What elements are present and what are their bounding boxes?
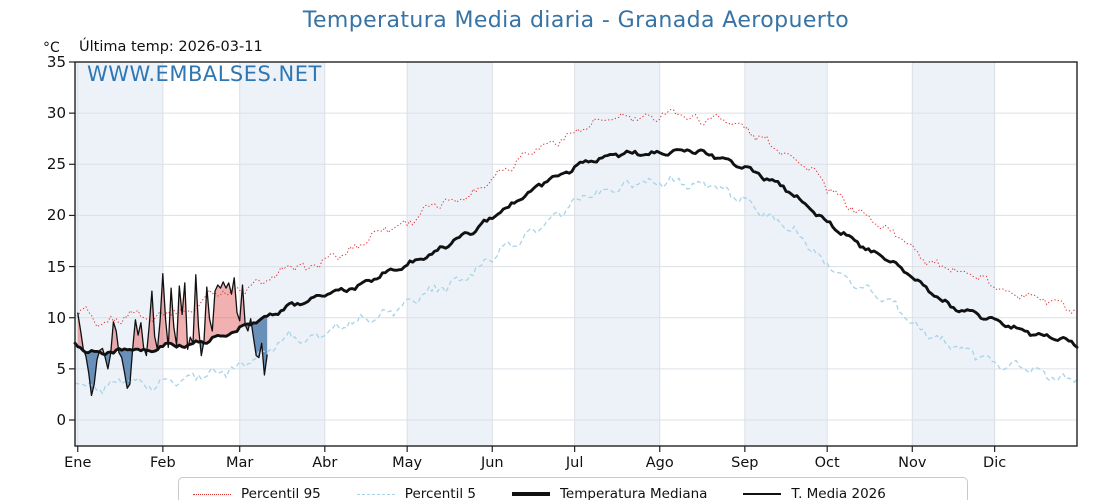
x-tick-label-may: May (392, 455, 423, 471)
month-shade-band (744, 62, 828, 446)
watermark-embalses-net: WWW.EMBALSES.NET (87, 62, 322, 86)
p95-line-sample-icon (193, 493, 231, 495)
t-media-2026-line-sample-icon (743, 493, 782, 495)
x-tick-label-oct: Oct (814, 455, 840, 471)
fill-above-median (168, 282, 188, 348)
x-tick-label-feb: Feb (150, 455, 176, 471)
legend-item-percentil-95: Percentil 95 (193, 486, 321, 500)
fill-above-median (146, 273, 168, 352)
fill-below-median (84, 350, 100, 396)
month-shade-band (912, 62, 995, 446)
x-tick-label-abr: Abr (312, 455, 338, 471)
fill-above-median (77, 312, 85, 352)
page-title: Temperatura Media diaria - Granada Aerop… (302, 8, 850, 33)
legend-label-t-media-2026: T. Media 2026 (791, 486, 886, 500)
y-axis-unit-label: °C (43, 40, 60, 56)
series-line-t-media-2026 (77, 273, 268, 397)
chart-legend: Percentil 95 Percentil 5 Temperatura Med… (178, 477, 968, 500)
legend-item-t-media-2026: T. Media 2026 (743, 486, 886, 500)
fill-below-median (104, 351, 111, 369)
y-tick-label: 20 (46, 206, 66, 225)
x-tick-label-ago: Ago (645, 455, 674, 471)
y-tick-label: 30 (46, 104, 66, 123)
series-line-percentil-5 (74, 175, 1078, 395)
legend-item-percentil-5: Percentil 5 (356, 486, 476, 500)
legend-item-temperatura-mediana: Temperatura Mediana (511, 486, 708, 500)
fill-above-median (110, 321, 119, 354)
x-tick-label-nov: Nov (898, 455, 927, 471)
legend-label-percentil-5: Percentil 5 (404, 486, 476, 500)
y-tick-label: 5 (56, 359, 66, 378)
month-shade-band (574, 62, 660, 446)
legend-label-percentil-95: Percentil 95 (241, 486, 321, 500)
p5-line-sample-icon (356, 493, 395, 495)
x-tick-label-jun: Jun (480, 455, 504, 471)
plot-frame (74, 61, 1078, 447)
median-line-sample-icon (511, 492, 550, 496)
fill-above-median (188, 274, 200, 345)
x-tick-label-sep: Sep (731, 455, 759, 471)
legend-label-temperatura-mediana: Temperatura Mediana (559, 486, 708, 500)
last-temp-annotation: Última temp: 2026-03-11 (79, 39, 263, 55)
y-tick-label: 10 (46, 308, 66, 327)
series-line-percentil-95 (74, 109, 1078, 328)
month-shade-band (75, 62, 163, 446)
x-tick-label-dic: Dic (983, 455, 1007, 471)
y-tick-label: 35 (46, 53, 66, 71)
month-shade-band (239, 62, 325, 446)
x-tick-label-jul: Jul (565, 455, 584, 471)
series-line-temperatura-mediana (73, 148, 1079, 357)
fill-above-median (203, 277, 246, 344)
y-tick-label: 0 (56, 411, 66, 429)
y-tick-label: 15 (46, 257, 66, 276)
month-shade-band (407, 62, 493, 446)
x-tick-label-ene: Ene (64, 455, 92, 471)
x-tick-label-mar: Mar (226, 455, 254, 471)
y-tick-label: 25 (46, 155, 66, 174)
